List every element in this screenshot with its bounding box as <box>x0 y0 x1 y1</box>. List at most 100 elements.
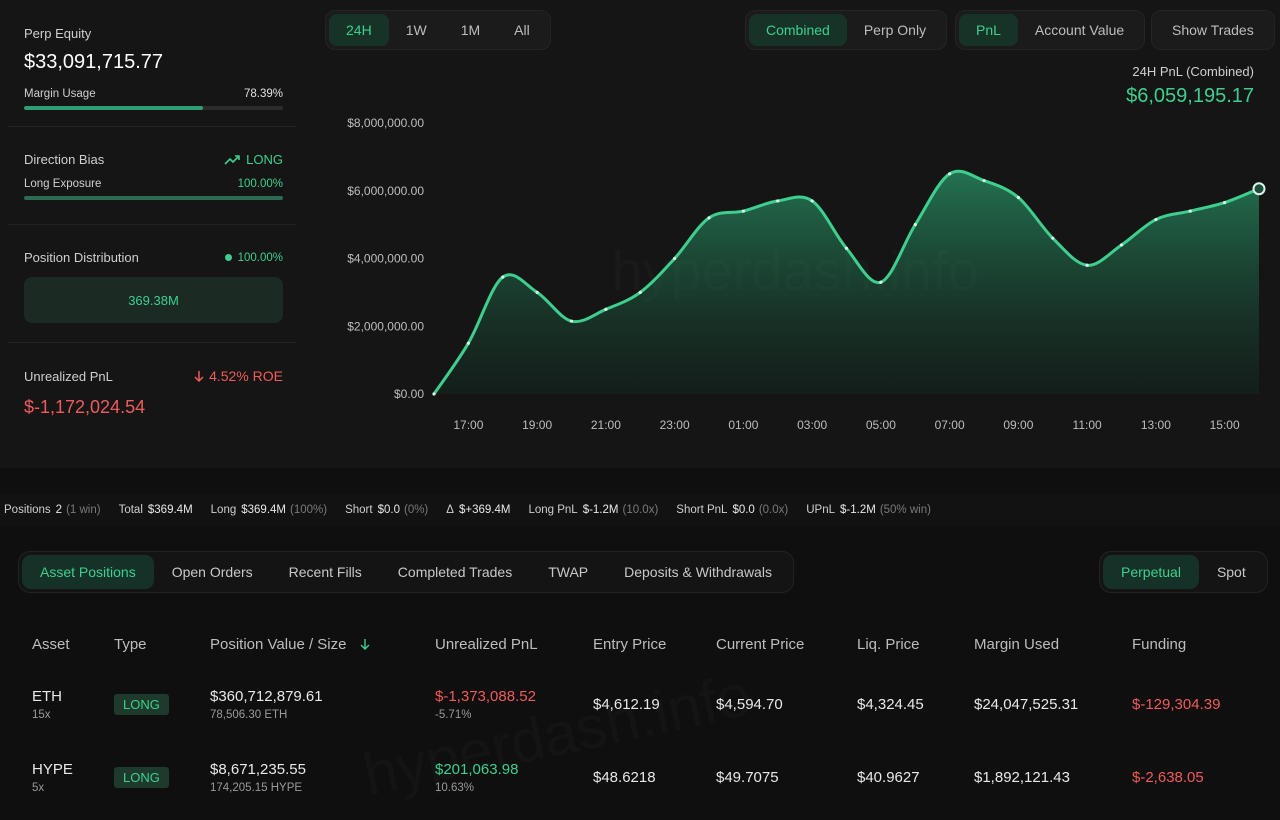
stat-item: Long PnL $-1.2M (10.0x) <box>528 504 658 516</box>
data-point[interactable] <box>604 307 608 311</box>
table-header-row: Asset Type Position Value / Size Unreali… <box>0 620 1280 668</box>
stat-meta: (100%) <box>290 504 328 516</box>
data-point[interactable] <box>1154 217 1158 222</box>
cell-asset: ETH 15x <box>0 668 114 741</box>
cell-position-value: $360,712,879.61 78,506.30 ETH <box>210 668 435 741</box>
data-point[interactable] <box>501 275 505 279</box>
data-point[interactable] <box>1223 201 1227 205</box>
col-unrealized-pnl[interactable]: Unrealized PnL <box>435 635 538 653</box>
timeframe-1w[interactable]: 1W <box>405 22 427 38</box>
col-current-price[interactable]: Current Price <box>716 635 805 653</box>
col-margin-used[interactable]: Margin Used <box>974 635 1060 653</box>
cell-liq-price: $4,324.45 <box>857 696 924 713</box>
col-asset[interactable]: Asset <box>32 635 70 653</box>
positions-stats-strip: Positions 2 (1 win) Total $369.4M Long $369.4M… <box>0 494 1280 526</box>
asset-leverage: 5x <box>32 782 45 794</box>
timeframe-selector: 24H 1W 1M All <box>325 10 551 50</box>
perp-equity-value: $33,091,715.77 <box>24 51 164 73</box>
cell-current-price: $4,594.70 <box>716 696 783 713</box>
stat-label: Total <box>118 504 143 516</box>
data-point[interactable] <box>1016 195 1020 200</box>
arrow-down-icon <box>194 371 204 382</box>
data-point[interactable] <box>879 280 883 284</box>
pnl-chart[interactable]: hyperdash.info $8,000,000.00$6,000,000.0… <box>320 110 1280 450</box>
x-tick-label: 07:00 <box>935 418 965 432</box>
mode-combined[interactable]: Combined <box>749 14 847 46</box>
asset-name[interactable]: HYPE <box>32 761 73 778</box>
data-point[interactable] <box>844 246 849 250</box>
long-exposure-value: 100.00% <box>237 178 283 190</box>
tab-perpetual[interactable]: Perpetual <box>1103 555 1199 589</box>
x-axis: 17:00 19:00 21:00 23:00 01:00 03:00 05:00 07:00… <box>453 418 1240 432</box>
x-tick-label: 13:00 <box>1141 418 1171 432</box>
tab-deposits-withdrawals[interactable]: Deposits & Withdrawals <box>624 564 772 580</box>
col-type[interactable]: Type <box>114 635 147 653</box>
unrealized-pnl-pct: -5.71% <box>435 709 472 721</box>
mode-perp-only[interactable]: Perp Only <box>863 22 927 38</box>
stat-value: $0.0 <box>377 504 400 516</box>
data-point[interactable] <box>569 319 574 323</box>
tab-completed-trades[interactable]: Completed Trades <box>397 564 513 580</box>
timeframe-1m[interactable]: 1M <box>460 22 481 38</box>
cell-margin-used: $1,892,121.43 <box>974 769 1070 786</box>
distribution-bar-value: 369.38M <box>128 292 179 308</box>
asset-name[interactable]: ETH <box>32 688 62 705</box>
table-row[interactable]: ETH 15x LONG $360,712,879.61 78,506.30 ETH $-… <box>0 668 1280 741</box>
long-exposure-label: Long Exposure <box>24 178 102 190</box>
tab-recent-fills[interactable]: Recent Fills <box>288 564 362 580</box>
col-position-value[interactable]: Position Value / Size <box>210 620 435 668</box>
x-tick-label: 23:00 <box>660 418 690 432</box>
pnl-area <box>434 171 1259 394</box>
timeframe-24h[interactable]: 24H <box>329 14 389 46</box>
col-liq-price[interactable]: Liq. Price <box>857 635 920 653</box>
data-point[interactable] <box>741 209 745 213</box>
data-point[interactable] <box>673 256 677 261</box>
stat-label: UPnL <box>806 504 836 516</box>
position-distribution-bar[interactable]: 369.38M <box>24 277 283 323</box>
data-point[interactable] <box>1119 243 1124 247</box>
chart-header-label: 24H PnL (Combined) <box>1132 64 1254 79</box>
data-point[interactable] <box>707 216 711 220</box>
data-point[interactable] <box>638 290 642 294</box>
tab-open-orders[interactable]: Open Orders <box>171 564 253 580</box>
stat-label: Short <box>345 504 373 516</box>
data-point[interactable] <box>535 290 539 294</box>
metric-pnl[interactable]: PnL <box>959 14 1018 46</box>
mode-selector: Combined Perp Only <box>745 10 948 50</box>
position-size: 78,506.30 ETH <box>210 709 288 721</box>
data-point[interactable] <box>1085 263 1089 267</box>
data-point[interactable] <box>982 178 986 183</box>
metric-account-value[interactable]: Account Value <box>1034 22 1125 38</box>
data-point[interactable] <box>776 199 780 203</box>
stat-item: Long $369.4M (100%) <box>211 504 327 516</box>
table-row[interactable]: HYPE 5x LONG $8,671,235.55 174,205.15 HYPE $2… <box>0 741 1280 814</box>
tab-twap[interactable]: TWAP <box>548 564 589 580</box>
long-exposure-fill <box>24 196 283 200</box>
data-point[interactable] <box>810 199 814 203</box>
stat-meta: (0%) <box>403 504 429 516</box>
x-tick-label: 05:00 <box>866 418 896 432</box>
timeframe-all[interactable]: All <box>514 22 530 38</box>
data-point[interactable] <box>913 223 917 227</box>
roe-value: 4.52% ROE <box>209 368 283 384</box>
tab-spot[interactable]: Spot <box>1216 564 1246 580</box>
show-trades-group: Show Trades <box>1151 10 1275 50</box>
x-tick-label: 09:00 <box>1003 418 1033 432</box>
data-point[interactable] <box>1051 236 1055 240</box>
show-trades-button[interactable]: Show Trades <box>1172 22 1254 38</box>
stat-value: $+369.4M <box>458 504 511 516</box>
perp-equity-card: Perp Equity $33,091,715.77 Margin Usage … <box>24 26 283 110</box>
col-funding[interactable]: Funding <box>1132 635 1187 653</box>
stat-meta: (0.0x) <box>758 504 789 516</box>
margin-usage-fill <box>24 106 203 110</box>
data-point[interactable] <box>1188 209 1192 213</box>
unrealized-pnl-value: $201,063.98 <box>435 761 519 778</box>
cell-entry-price: $48.6218 <box>593 769 656 786</box>
data-point[interactable] <box>1252 182 1266 196</box>
data-point[interactable] <box>466 341 470 345</box>
data-point[interactable] <box>948 172 952 176</box>
margin-usage-value: 78.39% <box>243 88 283 100</box>
data-point[interactable] <box>432 392 436 396</box>
col-entry-price[interactable]: Entry Price <box>593 635 667 653</box>
tab-asset-positions[interactable]: Asset Positions <box>22 555 154 589</box>
